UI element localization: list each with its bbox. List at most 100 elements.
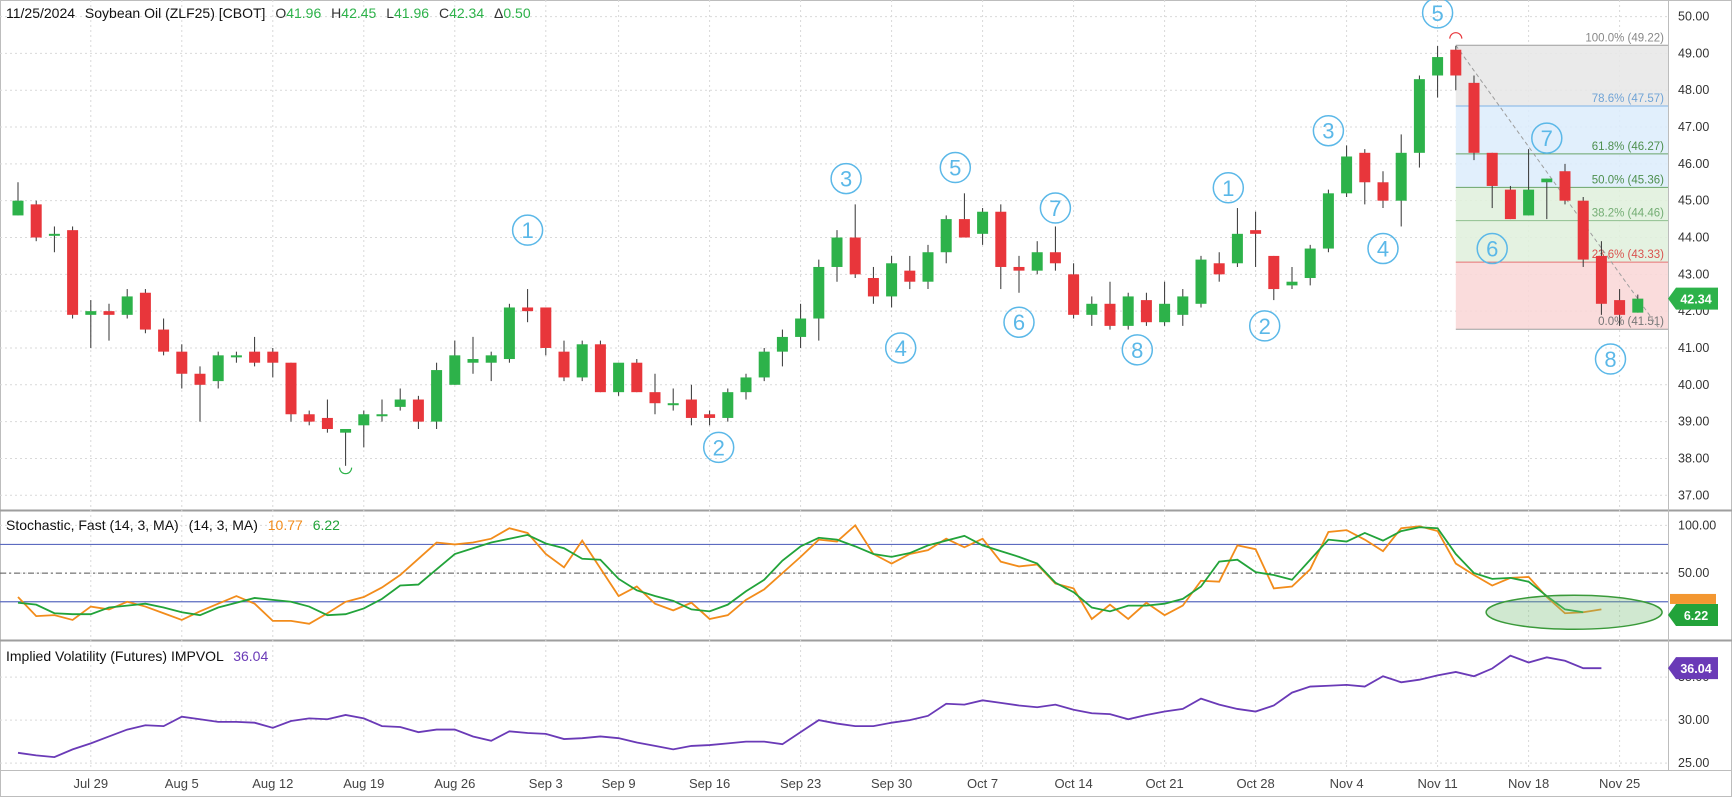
stochastic-last-label: 6.22 — [1684, 609, 1708, 623]
price-tick-label: 43.00 — [1678, 267, 1709, 281]
implied-volatility-line — [17, 654, 1602, 759]
price-tick-label: 50.00 — [1678, 10, 1709, 24]
candle-body-up — [449, 355, 461, 385]
ohlc-change-value: 0.50 — [503, 5, 530, 21]
candle-body-up — [340, 428, 352, 433]
ohlc-low-value: 41.96 — [394, 5, 429, 21]
date-tick-label: Aug 12 — [252, 776, 293, 791]
candle-body-up — [212, 355, 224, 382]
candle-body-up — [1413, 79, 1425, 153]
fib-zone — [1455, 106, 1668, 154]
wave-label-circle — [511, 214, 544, 246]
wave-label-number: 8 — [1131, 338, 1143, 363]
date-tick-label: Nov 18 — [1508, 776, 1549, 791]
stochastic-k-marker — [1670, 593, 1716, 604]
candle-body-down — [194, 373, 206, 385]
candle-body-down — [1486, 152, 1498, 186]
date-tick-label: Oct 21 — [1145, 776, 1183, 791]
fib-level-label: 100.0% (49.22) — [1585, 32, 1664, 44]
stochastic-lines — [0, 523, 1668, 631]
fib-level-label: 61.8% (46.27) — [1592, 141, 1664, 153]
price-tick-label: 47.00 — [1678, 120, 1709, 134]
candle-body-down — [1068, 274, 1080, 315]
date-tick-label: Nov 25 — [1599, 776, 1640, 791]
candle-body-up — [1159, 303, 1171, 323]
candle-body-up — [121, 296, 133, 315]
last-price-marker — [1668, 287, 1718, 310]
fib-level-label: 50.0% (45.36) — [1592, 174, 1664, 186]
price-tick-label: 49.00 — [1678, 46, 1709, 60]
price-tick-label: 44.00 — [1678, 231, 1709, 245]
wave-label-circle — [830, 162, 862, 195]
candle-body-down — [867, 278, 879, 297]
wave-label-number: 3 — [840, 167, 852, 192]
candle-body-down — [103, 311, 115, 315]
wave-label-circle — [884, 332, 917, 364]
wave-label-circle — [1476, 232, 1508, 265]
candle-body-down — [849, 237, 861, 275]
candle-body-down — [176, 351, 188, 374]
wave-label-circle — [702, 431, 735, 464]
ohlc-low-label: L — [386, 5, 394, 21]
ohlc-close-value: 42.34 — [449, 5, 484, 21]
candle-body-down — [1049, 252, 1061, 264]
candle-body-down — [1013, 266, 1025, 271]
candle-body-up — [394, 399, 406, 407]
candle-body-up — [376, 414, 388, 417]
fib-level-label: 0.0% (41.51) — [1598, 316, 1664, 328]
candle-body-down — [267, 351, 279, 363]
ohlc-change-label: Δ — [494, 5, 503, 21]
fib-trend-line — [1455, 45, 1661, 330]
candle-body-up — [1231, 233, 1243, 264]
candle-body-up — [48, 233, 60, 236]
candle-body-down — [958, 219, 970, 238]
stochastic-tick-label: 100.00 — [1678, 518, 1716, 532]
wave-label-number: 3 — [1322, 119, 1334, 144]
price-tick-label: 38.00 — [1678, 451, 1709, 465]
candle-body-up — [1031, 252, 1043, 271]
fib-zone — [1455, 262, 1668, 330]
candle-body-down — [558, 351, 570, 378]
candle-body-up — [1341, 156, 1353, 194]
date-tick-label: Oct 14 — [1054, 776, 1092, 791]
candle-body-down — [1504, 189, 1516, 220]
wave-label-number: 6 — [1486, 237, 1498, 262]
price-tick-label: 41.00 — [1678, 341, 1709, 355]
candle-body-up — [722, 392, 734, 418]
candle-body-up — [85, 311, 97, 315]
wave-label-number: 2 — [1259, 314, 1271, 339]
wave-label-circle — [1531, 122, 1563, 154]
ohlc-high-label: H — [331, 5, 341, 21]
wave-label-number: 5 — [1431, 1, 1443, 26]
price-tick-label: 40.00 — [1678, 378, 1709, 392]
candle-body-up — [813, 266, 825, 319]
date-tick-label: Sep 23 — [780, 776, 821, 791]
wave-label-number: 1 — [521, 218, 533, 243]
price-tick-label: 45.00 — [1678, 194, 1709, 208]
candle-body-down — [1614, 300, 1626, 315]
candle-body-up — [431, 370, 443, 422]
candle-body-up — [776, 336, 788, 352]
date-tick-label: Aug 19 — [343, 776, 384, 791]
ohlc-high-value: 42.45 — [341, 5, 376, 21]
candle-body-down — [1468, 82, 1480, 153]
price-tick-label: 37.00 — [1678, 488, 1709, 502]
candle-body-up — [1432, 57, 1444, 76]
wave-label-number: 8 — [1604, 347, 1616, 372]
candle-body-down — [594, 344, 606, 393]
grid-layer — [0, 0, 1668, 770]
iv-tick-label: 25.00 — [1678, 756, 1709, 770]
date-tick-label: Oct 28 — [1236, 776, 1274, 791]
wave-label-number: 4 — [895, 336, 907, 361]
svg-text:Stochastic, Fast (14, 3, MA): Stochastic, Fast (14, 3, MA) (14, 3, MA)… — [6, 517, 340, 533]
ohlc-close-label: C — [439, 5, 449, 21]
candle-body-up — [940, 219, 952, 253]
wave-label-circle — [1248, 310, 1281, 342]
iv-line — [17, 654, 1602, 759]
price-tick-label: 39.00 — [1678, 415, 1709, 429]
candle-body-down — [522, 307, 534, 312]
candle-body-down — [1104, 303, 1116, 326]
candle-body-down — [1268, 255, 1280, 290]
stochastic-fast-k-line — [17, 523, 1602, 625]
